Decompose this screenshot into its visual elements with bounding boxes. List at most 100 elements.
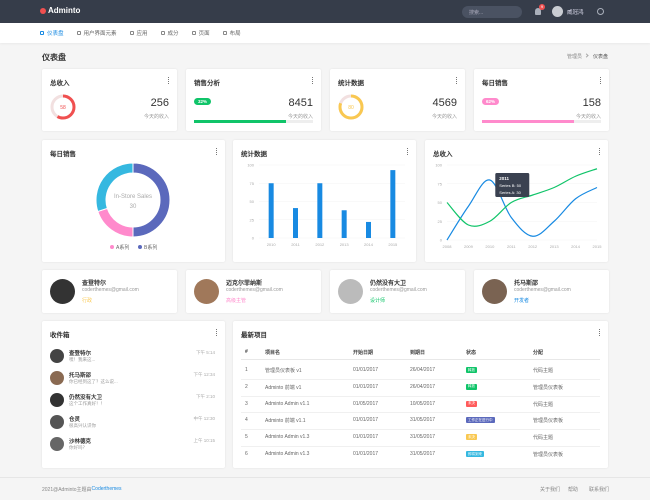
breadcrumb-item[interactable]: 管理员 <box>566 54 582 60</box>
footer-link[interactable]: 联系我们 <box>589 487 610 493</box>
card-title: 统计数据 <box>241 151 267 158</box>
copyright-text: 2021@Adminto主题由 <box>42 487 92 493</box>
footer-link[interactable]: Coderthemes <box>91 486 122 492</box>
bar <box>317 183 323 238</box>
menu-dots[interactable] <box>168 77 170 84</box>
nav-label[interactable]: 页面 <box>198 31 210 37</box>
y-tick-label: 100 <box>435 163 442 168</box>
bar <box>268 183 274 238</box>
x-tick-label: 2012 <box>528 244 538 249</box>
user-role: 设计师 <box>370 298 386 304</box>
nav-label[interactable]: 用户界面元素 <box>83 31 117 37</box>
footer-link[interactable]: 关于我们 <box>540 487 561 493</box>
x-tick-label: 2015 <box>388 242 398 247</box>
user-role: 行政 <box>82 298 93 304</box>
user-card: 迈克尔菲纳斯 coderthemes@gmail.com 高级主管 <box>186 270 321 313</box>
user-email: coderthemes@gmail.com <box>226 287 283 293</box>
x-tick-label: 2013 <box>550 244 560 249</box>
menu-dots[interactable] <box>216 329 218 336</box>
stat-value: 256 <box>150 97 169 109</box>
message-time: 上午 10:15 <box>193 438 215 443</box>
y-tick-label: 75 <box>250 181 255 186</box>
bell-icon[interactable] <box>535 8 541 15</box>
x-tick-label: 2011 <box>507 244 516 249</box>
progress-fill <box>194 120 286 123</box>
nav-item[interactable]: 仪表盘 <box>40 29 64 37</box>
table-cell: 31/05/2017 <box>410 417 436 424</box>
menu-dots[interactable] <box>600 77 602 84</box>
bar <box>293 208 298 238</box>
user-name[interactable]: 威冠鸿 <box>567 10 584 16</box>
message-preview: 你好吗？ <box>69 445 87 450</box>
nav-item[interactable]: 页面 <box>191 29 210 37</box>
table-cell: 管理员仪表板 v1 <box>265 368 302 374</box>
user-name: 迈克尔菲纳斯 <box>226 281 263 287</box>
table-cell: 10/05/2017 <box>410 400 436 407</box>
table-cell: 4 <box>245 417 248 424</box>
legend-label: B系列 <box>144 244 157 251</box>
x-tick-label: 2009 <box>464 244 474 249</box>
ring-fill <box>50 94 76 120</box>
y-tick-label: 25 <box>438 219 443 224</box>
nav-label[interactable]: 应用 <box>136 31 148 37</box>
table-cell: Adminto Admin v1.1 <box>265 400 310 407</box>
tooltip-text: Series B: 50 <box>499 183 522 188</box>
message-sender[interactable]: 托马斯邵 <box>69 373 92 379</box>
user-avatar <box>194 279 219 304</box>
nav-item[interactable]: 成分 <box>160 29 179 37</box>
stat-caption: 今天的收入 <box>575 114 601 120</box>
nav-item[interactable]: 用户界面元素 <box>76 29 117 37</box>
footer-link[interactable]: 帮助 <box>568 487 579 493</box>
message-sender[interactable]: 查登特尔 <box>69 351 92 357</box>
message-avatar <box>50 371 64 385</box>
nav-icon <box>191 31 196 35</box>
row-rule <box>241 429 600 431</box>
y-tick-label: 75 <box>438 181 443 186</box>
user-avatar[interactable] <box>552 6 563 17</box>
chart: 0 25 50 75 100 2008 2009 2010 2011 2012 2013 2014 20… <box>435 163 602 250</box>
logo-icon <box>40 8 46 14</box>
menu-dots[interactable] <box>456 77 458 84</box>
table-cell: 代码主题 <box>533 401 554 408</box>
nav-icon <box>222 31 227 35</box>
menu-dots[interactable] <box>599 148 601 155</box>
user-email: coderthemes@gmail.com <box>514 287 571 293</box>
user-name: 仍然没有大卫 <box>370 281 407 287</box>
bar <box>341 210 347 238</box>
table-cell: Adminto Admin v1.3 <box>265 434 310 441</box>
menu-dots[interactable] <box>312 77 314 84</box>
nav-item[interactable]: 应用 <box>129 29 148 37</box>
x-tick-label: 2014 <box>364 242 374 247</box>
line-card: 总收入 0 25 50 75 100 2008 2009 2010 2011 2012 2013 201… <box>425 140 608 262</box>
legend-swatch <box>138 245 142 249</box>
card-title: 最新项目 <box>241 332 267 339</box>
donut-segment <box>97 207 134 238</box>
nav-item[interactable]: 布局 <box>222 29 241 37</box>
nav-label[interactable]: 仪表盘 <box>47 31 64 37</box>
message-avatar <box>50 415 64 429</box>
nav-label[interactable]: 成分 <box>167 31 179 37</box>
nav-label[interactable]: 布局 <box>229 31 241 37</box>
user-name: 托马斯邵 <box>514 281 539 287</box>
table-cell: 26/04/2017 <box>410 367 436 373</box>
search-box[interactable]: 搜索... <box>462 6 522 18</box>
card-title: 销售分析 <box>194 80 220 87</box>
message-sender[interactable]: 沙林德克 <box>69 439 92 445</box>
stat-value: 4569 <box>432 97 457 109</box>
y-tick-label: 0 <box>440 238 443 243</box>
table-cell: Adminto 前端 v1.1 <box>265 418 306 425</box>
menu-dots[interactable] <box>216 148 218 155</box>
user-name: 查登特尔 <box>82 281 107 287</box>
menu-dots[interactable] <box>407 148 409 155</box>
stat-card: 每日销售 62% 158 今天的收入 <box>474 69 609 131</box>
brand[interactable]: Adminto <box>48 6 81 15</box>
x-tick-label: 2013 <box>340 242 350 247</box>
message-sender[interactable]: 仍然没有大卫 <box>69 395 103 401</box>
settings-icon[interactable] <box>597 8 604 15</box>
menu-dots[interactable] <box>599 329 601 336</box>
status-badge: 未决 <box>466 434 477 441</box>
y-tick-label: 50 <box>438 200 443 205</box>
message-sender[interactable]: 仓灵 <box>69 417 81 423</box>
stat-value: 8451 <box>288 97 313 109</box>
line-series <box>446 179 598 241</box>
